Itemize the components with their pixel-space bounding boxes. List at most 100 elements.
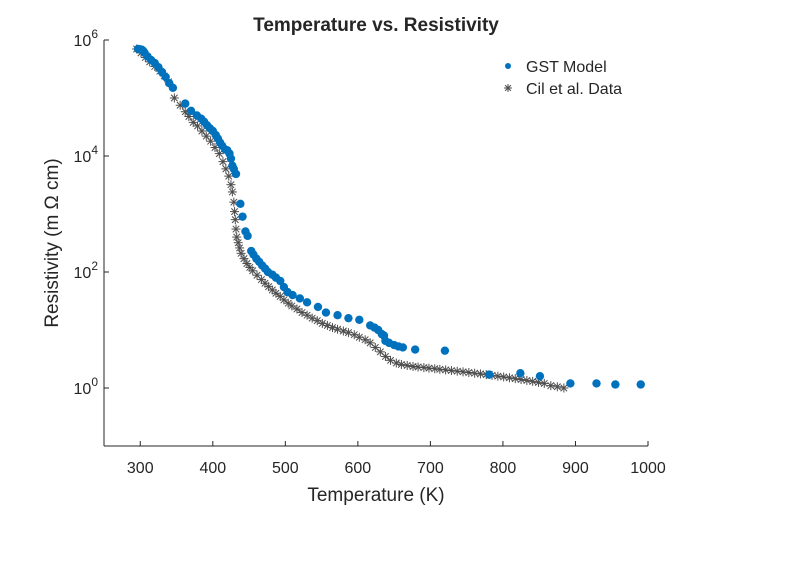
cil-data-point [499, 372, 509, 382]
cil-data-point [402, 360, 412, 370]
gst-model-point [238, 212, 247, 221]
gst-model-point [636, 380, 645, 389]
cil-data-point [333, 324, 343, 334]
cil-data-point [504, 373, 514, 383]
gst-model-point [592, 379, 601, 388]
cil-data-point [230, 215, 240, 225]
gst-model-point [168, 83, 178, 92]
cil-data-point [464, 368, 474, 378]
cil-data-point [380, 351, 390, 361]
plot-area [103, 40, 648, 447]
cil-data-point [413, 362, 423, 372]
cil-data-point [510, 374, 520, 384]
cil-data-point [226, 180, 236, 190]
x-tick-label: 800 [490, 460, 517, 477]
gst-model-point [186, 106, 196, 116]
cil-data-point [292, 304, 302, 314]
gst-model-point [410, 345, 420, 354]
gst-model-point [226, 154, 236, 163]
gst-model-point [313, 302, 323, 312]
cil-data-point [419, 363, 429, 373]
gst-model-point [355, 315, 364, 324]
x-ticks: 300 400 500 600 700 800 900 1000 [127, 441, 666, 477]
cil-data-point [360, 335, 370, 345]
gst-model-point [231, 169, 241, 179]
gst-model-point [161, 72, 170, 82]
gst-model-point [236, 199, 245, 208]
cil-data-point [539, 378, 549, 388]
cil-data-point [424, 363, 434, 373]
gst-model-point [566, 379, 575, 388]
x-tick-label: 700 [417, 460, 444, 477]
cil-data-point [236, 248, 246, 258]
gst-model-point [398, 343, 408, 352]
gst-model-point [243, 231, 252, 241]
cil-data-point [239, 254, 249, 264]
cil-data-point [559, 383, 569, 393]
cil-data-point [231, 224, 241, 234]
gst-model-point [484, 370, 494, 379]
cil-data-point [446, 366, 456, 376]
y-tick-label: 104 [74, 143, 99, 166]
gst-model-point [535, 371, 545, 381]
gst-model-point [611, 380, 620, 389]
y-axis-label: Resistivity (m Ω cm) [42, 158, 63, 327]
cil-data-point [452, 366, 462, 376]
x-tick-label: 400 [199, 460, 226, 477]
legend-marker-cil-data [504, 84, 512, 92]
cil-data-point [516, 375, 526, 385]
series-gst-model [133, 44, 645, 389]
cil-data-point [470, 368, 480, 378]
cil-data-point [552, 382, 562, 392]
cil-data-point [528, 376, 538, 386]
cil-data-point [327, 323, 337, 333]
cil-data-point [230, 207, 240, 217]
cil-data-point [235, 243, 245, 253]
y-tick-label: 106 [74, 27, 99, 50]
cil-data-point [287, 301, 297, 311]
series-cil-data [132, 44, 569, 393]
chart-title: Temperature vs. Resistivity [253, 15, 499, 36]
y-tick-label: 100 [74, 375, 99, 398]
gst-model-point [302, 298, 312, 307]
legend-star-glyph [504, 84, 512, 92]
cil-data-point [546, 381, 556, 391]
cil-data-point [233, 238, 243, 248]
x-tick-label: 900 [562, 460, 589, 477]
gst-model-point [295, 294, 305, 303]
cil-data-point [197, 126, 207, 136]
legend-label-gst-model: GST Model [526, 59, 607, 76]
cil-data-point [396, 359, 406, 369]
cil-data-point [214, 149, 224, 159]
cil-data-point [493, 371, 503, 381]
cil-data-point [522, 375, 532, 385]
gst-model-point [276, 276, 285, 286]
cil-data-point [441, 365, 451, 375]
x-tick-label: 600 [345, 460, 372, 477]
cil-data-point [227, 187, 237, 197]
x-tick-label: 1000 [630, 460, 666, 477]
series-layer [132, 44, 645, 393]
gst-model-point [516, 368, 525, 378]
legend: GST Model Cil et al. Data [504, 59, 622, 98]
cil-data-point [188, 117, 198, 127]
gst-model-point [288, 290, 297, 300]
x-tick-label: 300 [127, 460, 154, 477]
cil-data-point [206, 136, 216, 146]
cil-data-point [408, 361, 418, 371]
gst-model-point [333, 310, 342, 320]
gst-model-point [440, 346, 450, 355]
legend-marker-gst-model [505, 63, 511, 69]
gst-model-point [321, 308, 331, 317]
gst-model-point [344, 313, 353, 323]
cil-data-point [475, 369, 485, 379]
cil-data-point [458, 367, 468, 377]
cil-data-point [169, 93, 179, 103]
y-tick-label: 102 [74, 259, 99, 282]
cil-data-point [435, 364, 445, 374]
y-ticks: 100 102 104 106 [74, 27, 109, 398]
x-tick-label: 500 [272, 460, 299, 477]
cil-data-point [365, 338, 375, 348]
cil-data-point [221, 164, 231, 174]
